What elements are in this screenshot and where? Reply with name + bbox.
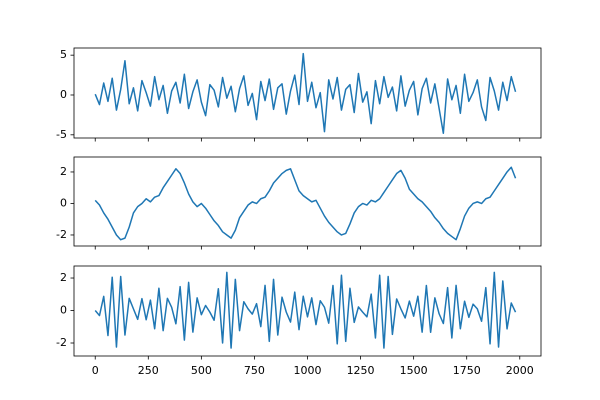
x-tick-label: 1750 xyxy=(453,364,481,377)
y-tick-label: 2 xyxy=(60,165,67,178)
y-tick-label: -2 xyxy=(56,336,67,349)
y-tick-label: -2 xyxy=(56,228,67,241)
y-tick-label: 5 xyxy=(60,48,67,61)
data-line xyxy=(94,271,517,349)
y-tick-label: 0 xyxy=(60,304,67,317)
y-tick-label: 0 xyxy=(60,88,67,101)
data-line xyxy=(94,166,517,241)
x-tick-label: 750 xyxy=(244,364,265,377)
x-tick-label: 0 xyxy=(92,364,99,377)
x-tick-label: 1000 xyxy=(294,364,322,377)
x-tick-label: 250 xyxy=(138,364,159,377)
subplot: -5 0 5 xyxy=(56,47,542,142)
x-tick-label: 500 xyxy=(191,364,212,377)
y-tick-label: 2 xyxy=(60,271,67,284)
y-tick-label: -5 xyxy=(56,128,67,141)
x-tick-label: 1500 xyxy=(400,364,428,377)
y-tick-label: 0 xyxy=(60,196,67,209)
subplot: -2 0 2 xyxy=(56,156,542,250)
subplot: -2 0 2 0 250 500 750 1000 1250 1500 1750 2000 xyxy=(56,265,542,377)
data-line xyxy=(94,52,517,134)
x-tick-label: 2000 xyxy=(506,364,534,377)
x-tick-label: 1250 xyxy=(347,364,375,377)
